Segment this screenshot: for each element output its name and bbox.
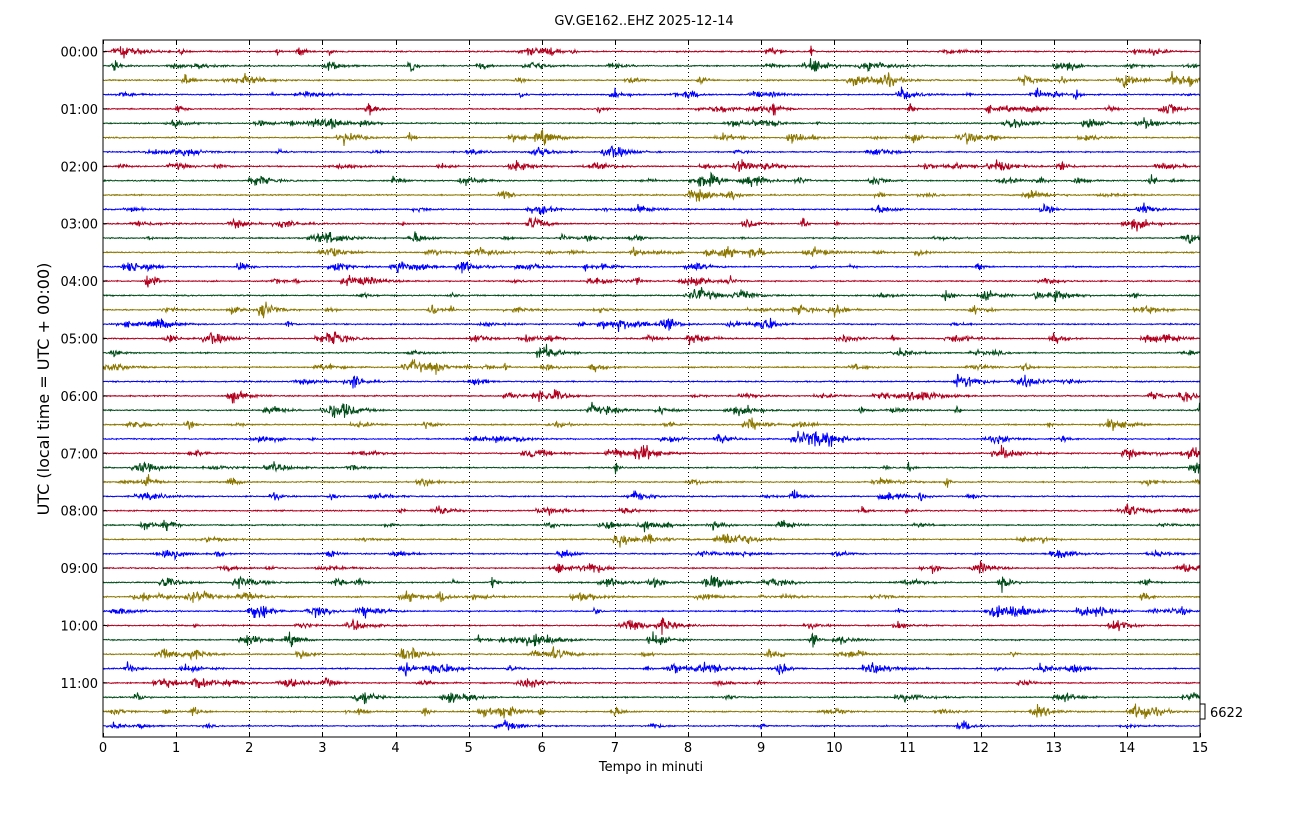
trace-layer [102,45,1201,731]
seismic-trace [102,202,1201,215]
seismic-trace [102,533,1201,548]
seismic-trace [102,503,1201,516]
seismic-trace [102,45,1201,59]
y-tick-label: 09:00 [61,562,98,577]
seismic-trace [102,231,1201,245]
seismic-trace [102,86,1201,100]
seismic-trace [102,389,1200,404]
seismic-trace [102,287,1201,303]
seismic-trace [102,444,1201,460]
y-tick-label: 00:00 [61,46,98,61]
x-axis: 0 1 2 3 4 5 6 7 8 9 10 11 12 13 14 15 [99,40,1208,756]
seismic-trace [102,548,1201,561]
seismic-trace [102,401,1201,419]
seismic-trace [102,417,1201,431]
scale-bracket [1200,703,1206,720]
x-tick-label: 9 [757,741,765,756]
seismic-trace [102,343,1201,358]
plot-frame [102,39,1201,738]
y-tick-label: 11:00 [61,677,98,692]
x-tick-label: 4 [391,741,399,756]
x-tick-label: 10 [826,741,843,756]
chart-title: GV.GE162..EHZ 2025-12-14 [554,14,733,29]
seismic-trace [102,274,1200,288]
seismic-trace [102,117,1201,130]
x-tick-label: 14 [1119,741,1136,756]
y-tick-label: 08:00 [61,505,98,520]
seismic-trace [102,159,1201,173]
seismic-trace [102,58,1201,73]
seismic-trace [102,373,1201,389]
x-tick-label: 13 [1045,741,1062,756]
seismic-trace [102,246,1201,259]
seismic-trace [102,560,1201,574]
seismic-trace [102,677,1201,689]
seismic-trace [102,216,1201,232]
x-tick-label: 2 [245,741,253,756]
x-tick-label: 5 [465,741,473,756]
y-tick-label: 04:00 [61,275,98,290]
x-tick-label: 3 [318,741,326,756]
seismic-trace [102,358,1201,375]
seismic-trace [102,129,1201,147]
seismic-trace [102,317,1201,333]
seismic-trace [102,719,1201,731]
seismic-trace [102,590,1200,603]
seismic-trace [102,430,1201,447]
y-tick-label: 07:00 [61,447,98,462]
seismic-trace [102,301,1201,319]
x-tick-label: 1 [172,741,180,756]
seismic-trace [102,331,1201,346]
seismic-trace [102,703,1201,719]
x-tick-label: 7 [611,741,619,756]
y-tick-label: 03:00 [61,218,98,233]
seismic-trace [102,489,1201,502]
seismic-trace [102,261,1201,274]
seismic-trace [102,461,1201,475]
x-tick-label: 11 [899,741,916,756]
x-tick-label: 8 [684,741,692,756]
y-tick-label: 01:00 [61,103,98,118]
scale-label: 6622 [1210,706,1243,721]
y-tick-label: 06:00 [61,390,98,405]
seismic-trace [102,661,1201,677]
y-axis-label: UTC (local time = UTC + 00:00) [34,263,53,516]
seismic-trace [103,474,1201,488]
seismic-trace [102,575,1201,593]
seismic-trace [102,102,1201,116]
y-tick-label: 10:00 [61,620,98,635]
y-tick-label: 05:00 [61,333,98,348]
x-tick-label: 12 [972,741,989,756]
seismic-trace [102,631,1201,648]
x-tick-label: 15 [1192,741,1209,756]
x-tick-label: 0 [99,741,107,756]
seismic-trace [102,646,1201,661]
grid-layer [176,40,1128,737]
seismic-trace [102,70,1201,89]
x-axis-label: Tempo in minuti [598,760,703,775]
seismic-trace [102,145,1201,158]
seismic-trace [102,171,1201,188]
y-axis: 00:00 01:00 02:00 03:00 04:00 05:00 06:00 07:00… [61,46,107,692]
seismic-trace [102,519,1201,533]
x-tick-label: 6 [538,741,546,756]
seismic-trace [102,617,1201,635]
scale-bar: 6622 [1200,703,1243,721]
seismic-trace [102,189,1201,202]
seismic-trace [102,605,1201,619]
seismic-trace [102,692,1201,705]
y-tick-label: 02:00 [61,160,98,175]
